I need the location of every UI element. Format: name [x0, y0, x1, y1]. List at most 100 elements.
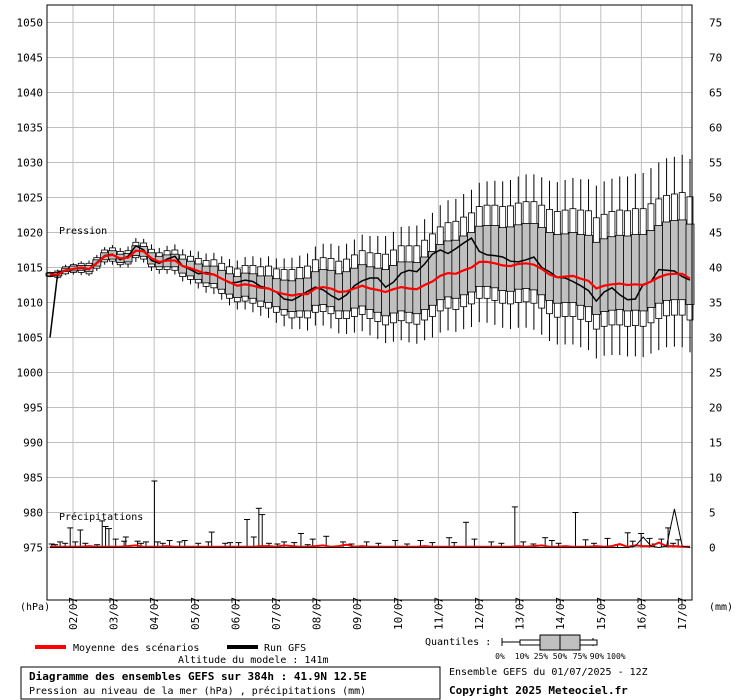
quantile-legend-box — [501, 634, 598, 651]
box-inner — [482, 225, 492, 287]
right-tick-label: 5 — [709, 507, 716, 520]
ensemble-box — [490, 180, 500, 325]
x-tick-label: 15/07 — [595, 597, 608, 630]
ensemble-box — [467, 189, 476, 327]
left-tick-label: 1040 — [17, 87, 44, 100]
right-tick-label: 40 — [709, 262, 722, 275]
quantile-tick-label: 25% — [534, 652, 549, 661]
box-inner — [568, 232, 578, 303]
x-tick-label: 08/07 — [311, 597, 324, 630]
box-inner — [669, 220, 679, 301]
quantile-tick-labels: 0% 10% 25% 50% 75% 90% 100% — [495, 652, 626, 661]
ensemble-box — [420, 219, 430, 341]
x-tick-label: 12/07 — [473, 597, 486, 630]
box-inner — [615, 234, 625, 310]
box-inner — [576, 234, 586, 306]
series-lines — [49, 237, 691, 338]
left-tick-label: 975 — [23, 542, 43, 555]
left-tick-label: 995 — [23, 402, 43, 415]
x-tick-label: 10/07 — [392, 597, 405, 630]
quantile-tick-label: 50% — [553, 652, 568, 661]
left-tick-label: 1030 — [17, 157, 44, 170]
quantile-tick-label: 75% — [573, 652, 588, 661]
left-tick-label: 1000 — [17, 367, 44, 380]
box-inner — [552, 234, 562, 304]
left-tick-label: 990 — [23, 437, 43, 450]
precip-marks — [48, 480, 691, 549]
box-inner — [607, 236, 617, 311]
left-unit-label: (hPa) — [20, 602, 50, 613]
x-tick-label: 17/07 — [676, 597, 689, 630]
box-inner — [662, 221, 671, 301]
right-tick-label: 35 — [709, 297, 722, 310]
x-tick-label: 02/07 — [67, 597, 80, 630]
right-tick-label: 45 — [709, 227, 722, 240]
box-inner — [584, 234, 593, 308]
altitude-label: Altitude du modele : 141m — [178, 655, 329, 666]
ensemble-box — [584, 179, 593, 351]
x-tick-label: 06/07 — [229, 597, 242, 630]
left-tick-label: 985 — [23, 472, 43, 485]
right-tick-label: 10 — [709, 472, 722, 485]
x-axis-labels: 02/07 03/07 04/07 05/07 06/07 07/07 08/07 09/07… — [67, 597, 689, 630]
right-tick-label: 65 — [709, 87, 722, 100]
right-tick-label: 0 — [709, 542, 716, 555]
ensemble-box — [607, 178, 617, 355]
x-tick-label: 07/07 — [270, 597, 283, 630]
x-tick-label: 16/07 — [635, 597, 648, 630]
legend-mean-label: Moyenne des scénarios — [73, 642, 199, 654]
box-inner — [599, 238, 609, 313]
x-tick-label: 05/07 — [189, 597, 202, 630]
plot-frame — [46, 4, 693, 601]
quantile-tick-label: 100% — [606, 652, 625, 661]
box-inner — [513, 224, 523, 290]
left-tick-label: 1010 — [17, 297, 44, 310]
box-inner — [232, 276, 242, 299]
box-inner — [545, 232, 554, 301]
footer-title: Diagramme des ensembles GEFS sur 384h : … — [29, 670, 367, 683]
box-inner — [560, 233, 570, 303]
ensemble-box — [615, 176, 625, 355]
right-tick-label: 25 — [709, 367, 722, 380]
quantile-tick-label: 10% — [515, 652, 530, 661]
box-inner — [474, 225, 484, 287]
left-tick-label: 1020 — [17, 227, 44, 240]
x-tick-label: 04/07 — [148, 597, 161, 630]
footer-subtitle: Pression au niveau de la mer (hPa) , pré… — [29, 685, 366, 697]
right-tick-label: 55 — [709, 157, 722, 170]
ensemble-box — [623, 176, 632, 357]
left-tick-label: 1045 — [17, 52, 44, 65]
left-tick-label: 1005 — [17, 332, 44, 345]
box-inner — [646, 229, 656, 308]
right-tick-label: 30 — [709, 332, 722, 345]
ensemble-box — [654, 162, 664, 351]
x-tick-label: 13/07 — [514, 597, 527, 630]
legend-run-label: Run GFS — [264, 643, 306, 654]
quantile-tick-label: 90% — [590, 652, 605, 661]
quantile-tick-label: 0% — [495, 652, 505, 661]
right-tick-label: 50 — [709, 192, 722, 205]
ensemble-box — [630, 173, 640, 357]
box-inner — [654, 225, 664, 304]
left-tick-label: 1015 — [17, 262, 44, 275]
precip-series-line — [50, 508, 691, 549]
right-tick-label: 15 — [709, 437, 722, 450]
quantiles-label: Quantiles : — [425, 637, 491, 648]
left-tick-label: 1035 — [17, 122, 44, 135]
right-tick-label: 60 — [709, 122, 722, 135]
ensemble-box — [482, 181, 492, 323]
ensemble-box — [435, 205, 445, 333]
precip-label: Précipitations — [59, 511, 143, 523]
copyright-label: Copyright 2025 Meteociel.fr — [449, 684, 628, 697]
right-unit-label: (mm) — [709, 602, 733, 613]
title-box — [20, 666, 441, 700]
x-tick-label: 11/07 — [432, 597, 445, 630]
left-tick-label: 980 — [23, 507, 43, 520]
ensemble-label: Ensemble GEFS du 01/07/2025 - 12Z — [449, 667, 648, 678]
right-tick-label: 20 — [709, 402, 722, 415]
x-tick-label: 09/07 — [351, 597, 364, 630]
right-tick-label: 70 — [709, 52, 722, 65]
box-inner — [435, 243, 445, 301]
